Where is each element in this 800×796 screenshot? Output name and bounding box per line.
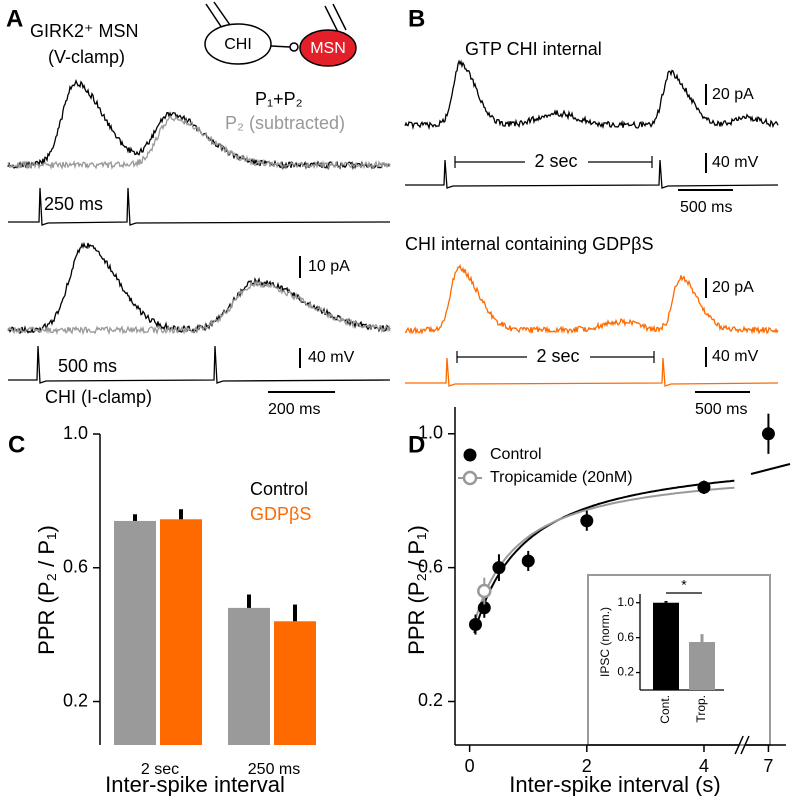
data-point (521, 554, 535, 568)
y-tick-label: 0.6 (617, 630, 634, 644)
bar (228, 607, 270, 745)
x-tick-label: Trop. (694, 695, 708, 723)
y-tick-label: 1.0 (617, 595, 634, 609)
scale-label: 10 pA (308, 258, 350, 275)
x-axis-label: Inter-spike interval (105, 772, 285, 796)
interval-brace (454, 156, 653, 168)
trace (7, 79, 391, 171)
scale-label: 20 pA (712, 279, 754, 296)
y-tick-label: 0.2 (617, 665, 634, 679)
scale-label: 20 pA (712, 86, 754, 103)
legend-label: P₁+P₂ (255, 89, 303, 109)
legend-marker (462, 470, 478, 486)
legend-label: Control (250, 479, 308, 499)
panel-title: GIRK2⁺ MSN (30, 21, 139, 41)
y-tick-label: 0.6 (418, 556, 443, 576)
x-tick-label: 0 (465, 756, 475, 776)
x-tick-label: 250 ms (248, 761, 300, 778)
cell-diagram (204, 1, 357, 67)
x-tick-label: 2 (582, 756, 592, 776)
scale-label: 40 mV (712, 154, 759, 171)
y-axis-label: PPR (P₂ / P₁) (34, 525, 59, 655)
scale-label: 500 ms (695, 401, 747, 418)
interval-brace (456, 351, 655, 363)
bar (689, 642, 715, 690)
trace (7, 115, 391, 170)
panel-letter: C (8, 431, 25, 458)
data-point (697, 480, 711, 494)
trace (405, 263, 779, 336)
legend-label: Tropicamide (20nM) (490, 469, 633, 486)
x-tick-label: Cont. (658, 695, 672, 724)
scale-label: 40 mV (308, 349, 355, 366)
axis-break (740, 735, 750, 755)
panel-letter: B (408, 5, 425, 32)
bar (160, 519, 202, 745)
cell-label: CHI (224, 36, 252, 53)
y-axis-label: IPSC (norm.) (598, 607, 612, 677)
pipette (213, 1, 231, 26)
y-tick-label: 0.6 (63, 557, 88, 577)
panel-letter: A (6, 5, 23, 32)
interval-label: 2 sec (536, 346, 579, 366)
bar (653, 602, 679, 690)
pipette (332, 3, 347, 31)
y-tick-label: 0.2 (418, 690, 443, 710)
data-point (477, 583, 492, 599)
pipette (205, 3, 223, 29)
data-point (580, 514, 594, 528)
y-axis-label: PPR (P₂ / P₁) (404, 525, 429, 655)
x-axis-label: Inter-spike interval (s) (509, 772, 721, 796)
bar (114, 520, 156, 745)
legend-marker (463, 448, 477, 462)
spike-trace (405, 159, 779, 189)
interval-label: 2 sec (534, 151, 577, 171)
cell-label: MSN (310, 40, 346, 57)
fit-curve (473, 479, 735, 634)
axon (270, 45, 291, 48)
row-title: GTP CHI internal (465, 39, 602, 59)
scale-label: 200 ms (268, 401, 320, 418)
trace (404, 59, 779, 131)
fit-curve (750, 463, 791, 475)
panel-letter: D (408, 431, 425, 458)
legend-label: GDPβS (250, 504, 311, 524)
x-tick-label: 4 (699, 756, 709, 776)
row-title: CHI internal containing GDPβS (405, 234, 653, 254)
legend-label: Control (490, 446, 542, 463)
interval-label: 500 ms (58, 356, 117, 376)
annotation: * (681, 577, 687, 593)
y-tick-label: 1.0 (63, 423, 88, 443)
data-point (761, 427, 775, 441)
panel-subtitle: (V-clamp) (48, 47, 125, 67)
bar (274, 621, 316, 745)
fit-curve (473, 486, 735, 624)
chi-cell (204, 23, 272, 65)
spike-trace (8, 187, 391, 226)
data-point (469, 618, 483, 632)
recording-label: CHI (I-clamp) (45, 387, 152, 407)
y-tick-label: 0.2 (63, 690, 88, 710)
data-point (492, 561, 506, 575)
pipette (324, 5, 339, 33)
scale-label: 500 ms (680, 199, 732, 216)
legend-label: P₂ (subtracted) (225, 113, 345, 133)
x-tick-label: 7 (763, 756, 773, 776)
msn-cell (299, 29, 357, 67)
axis-break (734, 735, 744, 755)
spike-trace (405, 357, 779, 387)
y-tick-label: 1.0 (418, 423, 443, 443)
spike-trace (8, 345, 391, 384)
interval-label: 250 ms (44, 194, 103, 214)
scale-label: 40 mV (712, 348, 759, 365)
trace (7, 278, 391, 336)
x-tick-label: 2 sec (141, 761, 179, 778)
synapse (289, 42, 299, 52)
